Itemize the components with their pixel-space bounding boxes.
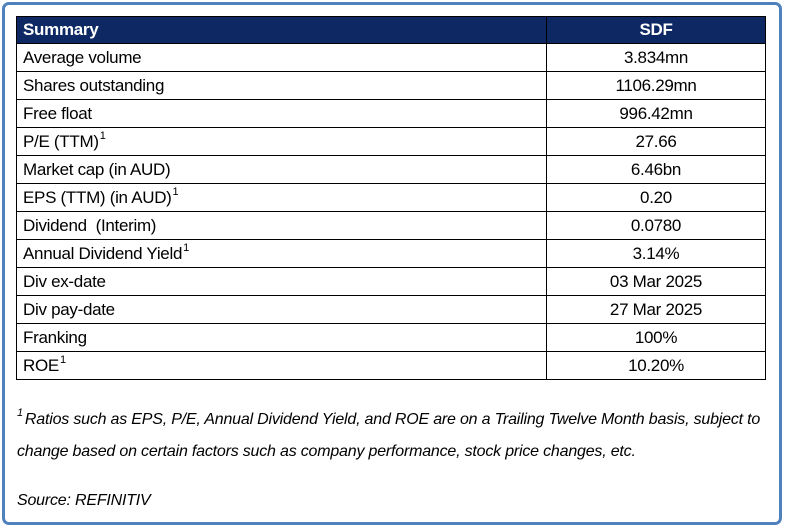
- footnote-marker: 1: [99, 129, 106, 142]
- table-row: ROE1 10.20%: [16, 351, 766, 380]
- row-label: ROE1: [16, 351, 547, 380]
- row-label-text: EPS (TTM) (in AUD): [23, 187, 172, 207]
- row-value: 1106.29mn: [546, 71, 766, 100]
- row-label-text: Div pay-date: [23, 299, 115, 319]
- footnote-marker: 1: [183, 241, 189, 254]
- table-row: Free float 996.42mn: [16, 99, 766, 128]
- row-label-text: ROE: [23, 355, 59, 375]
- row-label-text: Franking: [23, 327, 87, 347]
- header-summary: Summary: [16, 16, 547, 44]
- table-header-row: Summary SDF: [16, 16, 766, 44]
- header-ticker: SDF: [546, 16, 766, 44]
- row-label: Dividend (Interim): [16, 211, 547, 240]
- row-label-text: Div ex-date: [23, 271, 106, 291]
- table-row: Franking 100%: [16, 323, 766, 352]
- row-label: P/E (TTM)1: [16, 127, 547, 156]
- row-label: Average volume: [16, 43, 547, 72]
- footnote-text: Ratios such as EPS, P/E, Annual Dividend…: [17, 411, 761, 460]
- row-value: 27 Mar 2025: [546, 295, 766, 324]
- table-row: Shares outstanding 1106.29mn: [16, 71, 766, 100]
- summary-table: Summary SDF Average volume 3.834mn Share…: [16, 16, 766, 380]
- row-label-text: Shares outstanding: [23, 75, 165, 95]
- row-label: Franking: [16, 323, 547, 352]
- row-label: Free float: [16, 99, 547, 128]
- row-value: 10.20%: [546, 351, 766, 380]
- row-label-text: Free float: [23, 103, 92, 123]
- row-value: 996.42mn: [546, 99, 766, 128]
- table-row: Dividend (Interim) 0.0780: [16, 211, 766, 240]
- row-value: 27.66: [546, 127, 766, 156]
- row-label-text: Average volume: [23, 47, 142, 67]
- footnote-marker: 1: [59, 353, 66, 366]
- source-line: Source: REFINITIV: [17, 492, 151, 509]
- footnote: 1 Ratios such as EPS, P/E, Annual Dividen…: [17, 404, 762, 468]
- table-row: Div pay-date 27 Mar 2025: [16, 295, 766, 324]
- row-value: 03 Mar 2025: [546, 267, 766, 296]
- table-row: EPS (TTM) (in AUD)1 0.20: [16, 183, 766, 212]
- footnote-superscript: 1: [17, 406, 23, 419]
- row-value: 6.46bn: [546, 155, 766, 184]
- table-row: Average volume 3.834mn: [16, 43, 766, 72]
- table-row: Annual Dividend Yield1 3.14%: [16, 239, 766, 268]
- row-label-text: Annual Dividend Yield: [23, 243, 183, 263]
- row-label: Shares outstanding: [16, 71, 547, 100]
- row-value: 0.0780: [546, 211, 766, 240]
- row-value: 0.20: [546, 183, 766, 212]
- row-label: Div ex-date: [16, 267, 547, 296]
- row-label: Div pay-date: [16, 295, 547, 324]
- row-value: 3.834mn: [546, 43, 766, 72]
- row-label-text: Dividend (Interim): [23, 215, 157, 235]
- footnote-marker: 1: [172, 185, 179, 198]
- row-label: EPS (TTM) (in AUD)1: [16, 183, 547, 212]
- row-label-text: P/E (TTM): [23, 131, 99, 151]
- table-row: Div ex-date 03 Mar 2025: [16, 267, 766, 296]
- row-value: 3.14%: [546, 239, 766, 268]
- table-row: P/E (TTM)1 27.66: [16, 127, 766, 156]
- row-label: Annual Dividend Yield1: [16, 239, 547, 268]
- table-row: Market cap (in AUD) 6.46bn: [16, 155, 766, 184]
- row-value: 100%: [546, 323, 766, 352]
- row-label-text: Market cap (in AUD): [23, 159, 171, 179]
- row-label: Market cap (in AUD): [16, 155, 547, 184]
